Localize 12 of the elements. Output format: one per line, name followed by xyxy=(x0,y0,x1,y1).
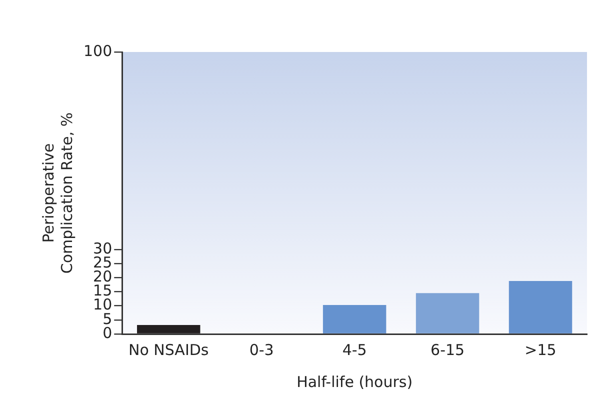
x-axis-title: Half-life (hours) xyxy=(296,372,413,391)
bar xyxy=(322,304,386,334)
x-tick-label: >15 xyxy=(524,340,556,359)
bar xyxy=(508,280,572,334)
bar xyxy=(137,324,200,334)
x-tick-label: 4-5 xyxy=(342,340,367,359)
y-tick-label: 100 xyxy=(83,42,112,60)
x-tick-label: No NSAIDs xyxy=(128,340,209,359)
y-axis-title: Perioperative Complication Rate, % xyxy=(39,112,76,274)
x-tick-label: 6-15 xyxy=(430,340,465,359)
x-tick-label: 0-3 xyxy=(249,340,274,359)
bar xyxy=(416,293,480,334)
